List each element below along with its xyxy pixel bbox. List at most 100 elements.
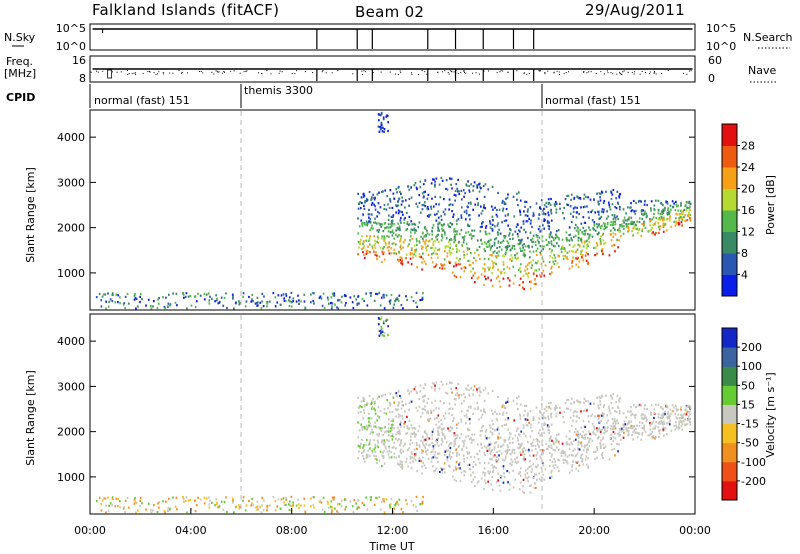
power-cell xyxy=(391,222,394,225)
velocity-cell xyxy=(494,429,496,432)
velocity-cell xyxy=(663,422,666,425)
power-cell xyxy=(575,229,578,232)
velocity-cell xyxy=(484,471,486,475)
power-cell xyxy=(395,233,397,236)
power-cell xyxy=(245,300,248,303)
power-cell xyxy=(404,216,406,220)
velocity-cell xyxy=(494,410,496,413)
power-cell xyxy=(333,292,336,295)
power-cell xyxy=(680,204,682,207)
velocity-cell xyxy=(248,499,250,503)
velocity-cell xyxy=(378,395,380,398)
power-cell xyxy=(524,254,527,257)
power-cell xyxy=(534,278,536,281)
power-cell xyxy=(502,207,505,210)
velocity-cell xyxy=(387,430,390,433)
velocity-cell xyxy=(655,421,658,424)
velocity-cell xyxy=(185,496,188,499)
velocity-cell xyxy=(440,419,442,422)
velocity-cell xyxy=(351,505,354,508)
nave-dot xyxy=(444,70,446,72)
velocity-cell xyxy=(436,416,438,420)
power-cell xyxy=(421,268,423,271)
power-cell xyxy=(646,214,648,217)
velocity-cell xyxy=(517,433,520,436)
velocity-cell xyxy=(526,477,529,480)
power-cell xyxy=(252,300,254,303)
velocity-cell xyxy=(459,462,461,465)
power-cell xyxy=(383,130,385,133)
velocity-cell xyxy=(214,504,216,507)
power-cell xyxy=(535,269,538,272)
power-cell xyxy=(577,196,579,199)
power-cell xyxy=(627,229,630,232)
power-cell xyxy=(398,227,401,230)
power-cell xyxy=(379,223,382,226)
power-cell xyxy=(637,228,640,231)
power-cell xyxy=(492,219,494,222)
power-cell xyxy=(540,253,542,256)
velocity-cell xyxy=(664,413,666,416)
power-cell xyxy=(517,229,520,232)
velocity-cell xyxy=(641,417,643,420)
velocity-cell xyxy=(431,430,434,433)
velocity-cell xyxy=(616,442,618,445)
velocity-cell xyxy=(664,410,666,413)
velocity-cell xyxy=(593,427,596,430)
power-cell xyxy=(601,208,604,211)
velocity-cell xyxy=(490,450,492,453)
velocity-cell xyxy=(509,432,511,435)
power-cell xyxy=(454,236,456,239)
power-cell xyxy=(618,239,620,242)
power-cell xyxy=(450,183,452,186)
velocity-cell xyxy=(232,501,234,504)
power-cell xyxy=(364,200,367,203)
nave-dot xyxy=(304,71,306,73)
power-cell xyxy=(389,302,391,305)
velocity-cell xyxy=(401,404,404,407)
velocity-cell xyxy=(426,433,428,436)
power-cell xyxy=(430,205,432,208)
velocity-cell xyxy=(134,496,136,500)
velocity-cell xyxy=(373,407,375,410)
power-cell xyxy=(572,235,575,238)
power-cell xyxy=(600,215,603,218)
power-cell xyxy=(482,185,485,188)
velocity-cell xyxy=(410,432,413,435)
velocity-cell xyxy=(406,425,409,428)
power-cell xyxy=(454,261,457,264)
power-cell xyxy=(519,277,522,280)
power-cell xyxy=(357,217,359,220)
velocity-cell xyxy=(397,432,400,435)
power-cell xyxy=(480,273,483,276)
power-cell xyxy=(532,250,535,253)
velocity-cell xyxy=(385,498,388,501)
power-cell xyxy=(511,247,514,250)
power-cell xyxy=(380,237,383,240)
velocity-cell xyxy=(488,472,490,475)
velocity-cell xyxy=(435,381,438,384)
velocity-cell xyxy=(422,441,424,444)
power-cell xyxy=(554,256,556,259)
velocity-cell xyxy=(494,442,496,445)
power-cell xyxy=(602,211,605,214)
velocity-cell xyxy=(606,429,608,432)
velocity-cell xyxy=(457,382,459,385)
power-cell xyxy=(523,252,525,255)
power-cell xyxy=(401,200,404,203)
power-cell xyxy=(420,235,422,238)
velocity-cell xyxy=(478,418,480,421)
power-cell xyxy=(628,216,630,219)
velocity-cell xyxy=(591,423,594,426)
velocity-cell xyxy=(434,387,436,390)
power-cell xyxy=(444,249,446,253)
velocity-cell xyxy=(416,409,419,412)
velocity-cell xyxy=(357,499,359,502)
velocity-cell xyxy=(636,431,638,435)
power-cell xyxy=(457,178,459,181)
velocity-cell xyxy=(437,420,440,423)
power-cell xyxy=(262,305,265,308)
velocity-cell xyxy=(657,413,660,416)
velocity-cell xyxy=(423,439,426,442)
velocity-cell xyxy=(630,414,633,417)
